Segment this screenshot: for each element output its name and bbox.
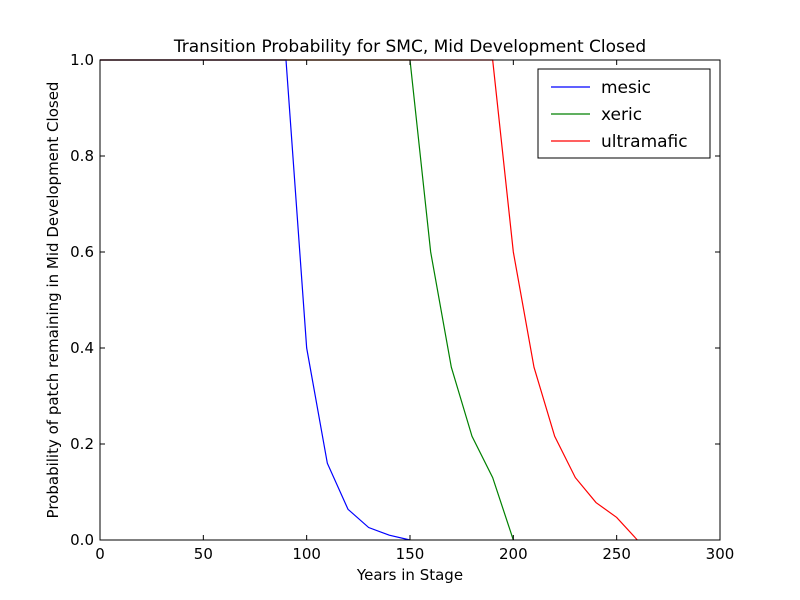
y-tick-label: 0.4 bbox=[70, 339, 94, 357]
chart-title: Transition Probability for SMC, Mid Deve… bbox=[173, 37, 646, 57]
series-line-ultramafic bbox=[100, 59, 638, 541]
y-tick-label: 0.2 bbox=[70, 435, 94, 453]
x-axis-ticks: 0 50 100 150 200 250 300 bbox=[95, 60, 734, 563]
legend-label-mesic: mesic bbox=[601, 78, 651, 98]
series-line-mesic bbox=[100, 59, 411, 541]
x-tick-label: 300 bbox=[706, 545, 735, 563]
x-axis-label: Years in Stage bbox=[356, 566, 463, 584]
x-tick-label: 250 bbox=[602, 545, 631, 563]
y-axis-ticks: 0.0 0.2 0.4 0.6 0.8 1.0 bbox=[70, 51, 720, 549]
x-tick-label: 150 bbox=[396, 545, 425, 563]
y-tick-label: 0.0 bbox=[70, 531, 94, 549]
x-tick-label: 200 bbox=[499, 545, 528, 563]
x-tick-label: 100 bbox=[292, 545, 321, 563]
legend-label-ultramafic: ultramafic bbox=[601, 132, 688, 152]
y-tick-label: 0.8 bbox=[70, 147, 94, 165]
x-tick-label: 50 bbox=[194, 545, 213, 563]
y-tick-label: 0.6 bbox=[70, 243, 94, 261]
y-axis-label: Probability of patch remaining in Mid De… bbox=[44, 82, 62, 519]
series-line-xeric bbox=[100, 59, 514, 541]
y-tick-label: 1.0 bbox=[70, 51, 94, 69]
legend-label-xeric: xeric bbox=[601, 105, 642, 125]
x-tick-label: 0 bbox=[95, 545, 105, 563]
legend: mesic xeric ultramafic bbox=[537, 68, 711, 159]
